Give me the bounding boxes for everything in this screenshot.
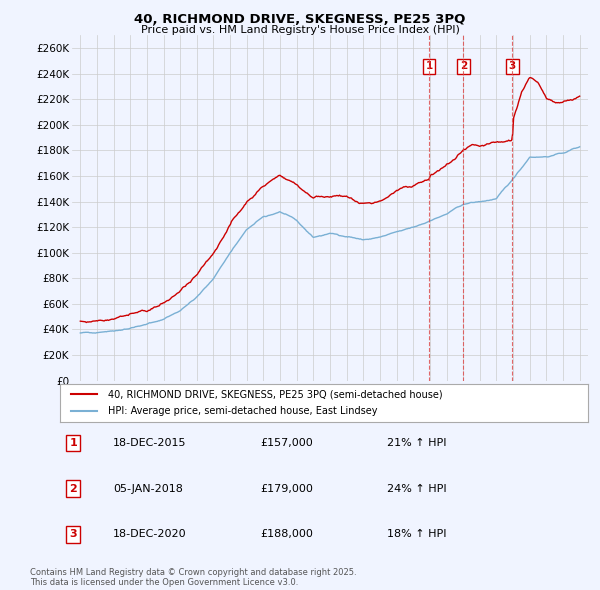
Text: HPI: Average price, semi-detached house, East Lindsey: HPI: Average price, semi-detached house,… bbox=[107, 406, 377, 416]
Text: 40, RICHMOND DRIVE, SKEGNESS, PE25 3PQ: 40, RICHMOND DRIVE, SKEGNESS, PE25 3PQ bbox=[134, 13, 466, 26]
Text: 2: 2 bbox=[460, 61, 467, 71]
Text: Contains HM Land Registry data © Crown copyright and database right 2025.
This d: Contains HM Land Registry data © Crown c… bbox=[30, 568, 356, 587]
Text: 1: 1 bbox=[70, 438, 77, 448]
Text: 24% ↑ HPI: 24% ↑ HPI bbox=[388, 484, 447, 494]
Text: £188,000: £188,000 bbox=[260, 529, 314, 539]
Text: Price paid vs. HM Land Registry's House Price Index (HPI): Price paid vs. HM Land Registry's House … bbox=[140, 25, 460, 35]
Text: £179,000: £179,000 bbox=[260, 484, 314, 494]
Text: 3: 3 bbox=[509, 61, 516, 71]
Text: 05-JAN-2018: 05-JAN-2018 bbox=[113, 484, 182, 494]
Text: £157,000: £157,000 bbox=[260, 438, 313, 448]
Text: 40, RICHMOND DRIVE, SKEGNESS, PE25 3PQ (semi-detached house): 40, RICHMOND DRIVE, SKEGNESS, PE25 3PQ (… bbox=[107, 389, 442, 399]
Text: 18% ↑ HPI: 18% ↑ HPI bbox=[388, 529, 447, 539]
Text: 1: 1 bbox=[425, 61, 433, 71]
Text: 18-DEC-2015: 18-DEC-2015 bbox=[113, 438, 187, 448]
Text: 2: 2 bbox=[70, 484, 77, 494]
Text: 3: 3 bbox=[70, 529, 77, 539]
Text: 21% ↑ HPI: 21% ↑ HPI bbox=[388, 438, 447, 448]
Text: 18-DEC-2020: 18-DEC-2020 bbox=[113, 529, 187, 539]
